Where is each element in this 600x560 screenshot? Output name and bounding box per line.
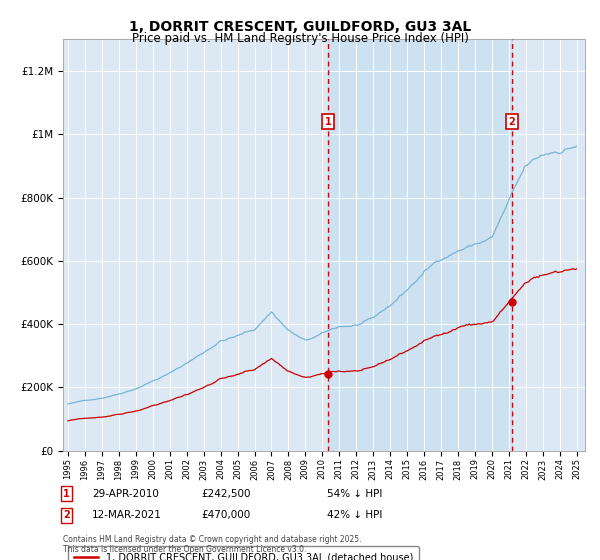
- Text: Price paid vs. HM Land Registry's House Price Index (HPI): Price paid vs. HM Land Registry's House …: [131, 32, 469, 45]
- Text: 54% ↓ HPI: 54% ↓ HPI: [327, 489, 382, 499]
- Text: 1: 1: [325, 116, 331, 127]
- Text: 42% ↓ HPI: 42% ↓ HPI: [327, 510, 382, 520]
- Text: 12-MAR-2021: 12-MAR-2021: [92, 510, 161, 520]
- Text: 1: 1: [63, 489, 70, 499]
- Legend: 1, DORRIT CRESCENT, GUILDFORD, GU3 3AL (detached house), HPI: Average price, det: 1, DORRIT CRESCENT, GUILDFORD, GU3 3AL (…: [68, 546, 419, 560]
- Text: 1, DORRIT CRESCENT, GUILDFORD, GU3 3AL: 1, DORRIT CRESCENT, GUILDFORD, GU3 3AL: [129, 20, 471, 34]
- Text: 2: 2: [63, 510, 70, 520]
- Text: 2: 2: [509, 116, 515, 127]
- Bar: [328, 39, 512, 451]
- Text: Contains HM Land Registry data © Crown copyright and database right 2025.
This d: Contains HM Land Registry data © Crown c…: [63, 535, 361, 554]
- Text: £470,000: £470,000: [201, 510, 250, 520]
- Text: 29-APR-2010: 29-APR-2010: [92, 489, 158, 499]
- Text: £242,500: £242,500: [201, 489, 251, 499]
